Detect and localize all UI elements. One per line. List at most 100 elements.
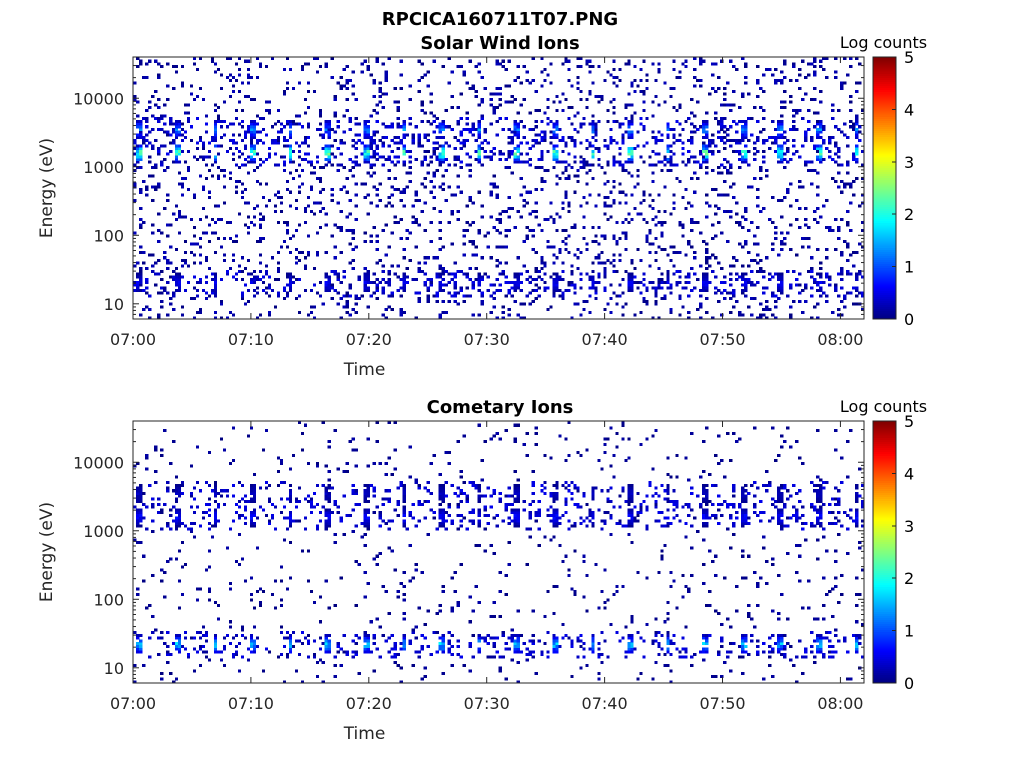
- heatmap-cell: [477, 313, 481, 317]
- heatmap-cell: [606, 119, 610, 123]
- heatmap-cell: [822, 157, 826, 162]
- heatmap-cell: [441, 160, 445, 164]
- heatmap-cell: [456, 601, 460, 605]
- heatmap-cell: [441, 511, 445, 515]
- heatmap-cell: [219, 489, 224, 493]
- heatmap-cell: [786, 149, 790, 153]
- heatmap-cell: [474, 138, 478, 142]
- heatmap-cell: [141, 554, 146, 558]
- heatmap-cell: [144, 185, 149, 189]
- heatmap-cell: [153, 481, 158, 485]
- heatmap-cell: [522, 65, 526, 69]
- heatmap-cell: [732, 65, 736, 69]
- heatmap-cell: [516, 209, 520, 213]
- heatmap-cell: [414, 524, 418, 528]
- heatmap-cell: [198, 644, 203, 648]
- colorbar-segment: [873, 300, 896, 304]
- heatmap-cell: [408, 160, 412, 164]
- heatmap-cell: [468, 198, 472, 202]
- heatmap-cell: [618, 201, 622, 205]
- heatmap-cell: [189, 138, 194, 142]
- heatmap-cell: [837, 155, 841, 159]
- heatmap-cell: [534, 201, 538, 205]
- heatmap-cell: [252, 160, 257, 164]
- heatmap-cell: [279, 127, 284, 131]
- heatmap-cell: [822, 125, 826, 129]
- heatmap-cell: [759, 269, 763, 273]
- heatmap-cell: [366, 130, 370, 134]
- heatmap-cell: [588, 193, 592, 197]
- heatmap-cell: [477, 519, 481, 523]
- heatmap-cell: [207, 508, 212, 512]
- heatmap-cell: [717, 261, 721, 265]
- heatmap-cell: [462, 144, 466, 148]
- heatmap-cell: [498, 152, 502, 156]
- heatmap-cell: [774, 226, 778, 230]
- heatmap-cell: [780, 278, 784, 282]
- heatmap-cell: [495, 193, 499, 197]
- heatmap-cell: [138, 280, 143, 284]
- heatmap-cell: [153, 117, 158, 121]
- colorbar-segment: [873, 308, 896, 312]
- heatmap-cell: [849, 125, 853, 129]
- heatmap-cell: [657, 67, 661, 71]
- heatmap-cell: [540, 188, 544, 192]
- heatmap-cell: [720, 171, 724, 175]
- heatmap-cell: [288, 483, 293, 487]
- heatmap-cell: [579, 125, 583, 129]
- heatmap-cell: [270, 138, 275, 142]
- heatmap-cell: [705, 111, 709, 115]
- heatmap-cell: [393, 141, 397, 145]
- heatmap-cell: [303, 97, 308, 101]
- heatmap-cell: [345, 190, 350, 194]
- heatmap-cell: [612, 119, 616, 123]
- heatmap-cell: [318, 190, 323, 194]
- heatmap-cell: [840, 286, 844, 290]
- heatmap-cell: [381, 62, 385, 66]
- heatmap-cell: [360, 535, 364, 539]
- heatmap-cell: [417, 144, 421, 148]
- heatmap-cell: [543, 286, 547, 290]
- heatmap-cell: [681, 160, 685, 164]
- heatmap-cell: [543, 136, 547, 140]
- heatmap-cell: [285, 57, 290, 61]
- heatmap-cell: [150, 502, 155, 506]
- heatmap-cell: [855, 133, 859, 137]
- heatmap-cell: [324, 152, 329, 156]
- heatmap-cell: [825, 226, 829, 230]
- heatmap-cell: [474, 149, 478, 153]
- heatmap-cell: [762, 207, 766, 211]
- heatmap-cell: [795, 278, 799, 282]
- heatmap-cell: [345, 310, 350, 314]
- heatmap-cell: [354, 297, 358, 301]
- heatmap-cell: [639, 117, 643, 121]
- heatmap-cell: [348, 119, 352, 123]
- heatmap-cell: [396, 160, 400, 164]
- colorbar-segment: [873, 228, 896, 232]
- heatmap-cell: [174, 508, 179, 512]
- heatmap-cell: [273, 505, 278, 509]
- colorbar-segment: [873, 124, 896, 127]
- heatmap-cell: [243, 521, 248, 526]
- heatmap-cell: [291, 280, 296, 284]
- heatmap-cell: [477, 228, 481, 232]
- heatmap-cell: [213, 489, 218, 493]
- heatmap-cell: [840, 163, 844, 167]
- heatmap-cell: [861, 177, 865, 181]
- heatmap-cell: [591, 226, 595, 230]
- heatmap-cell: [177, 636, 182, 640]
- heatmap-cell: [603, 196, 607, 200]
- heatmap-cell: [390, 308, 394, 312]
- heatmap-cell: [663, 220, 667, 224]
- heatmap-cell: [345, 215, 350, 219]
- heatmap-cell: [858, 62, 862, 66]
- heatmap-cell: [339, 516, 344, 520]
- heatmap-cell: [441, 494, 445, 498]
- heatmap-cell: [462, 299, 466, 303]
- heatmap-cell: [738, 152, 742, 156]
- colorbar-segment: [873, 138, 896, 142]
- heatmap-cell: [237, 562, 242, 566]
- heatmap-cell: [831, 117, 835, 121]
- heatmap-cell: [447, 299, 451, 303]
- heatmap-cell: [138, 245, 143, 249]
